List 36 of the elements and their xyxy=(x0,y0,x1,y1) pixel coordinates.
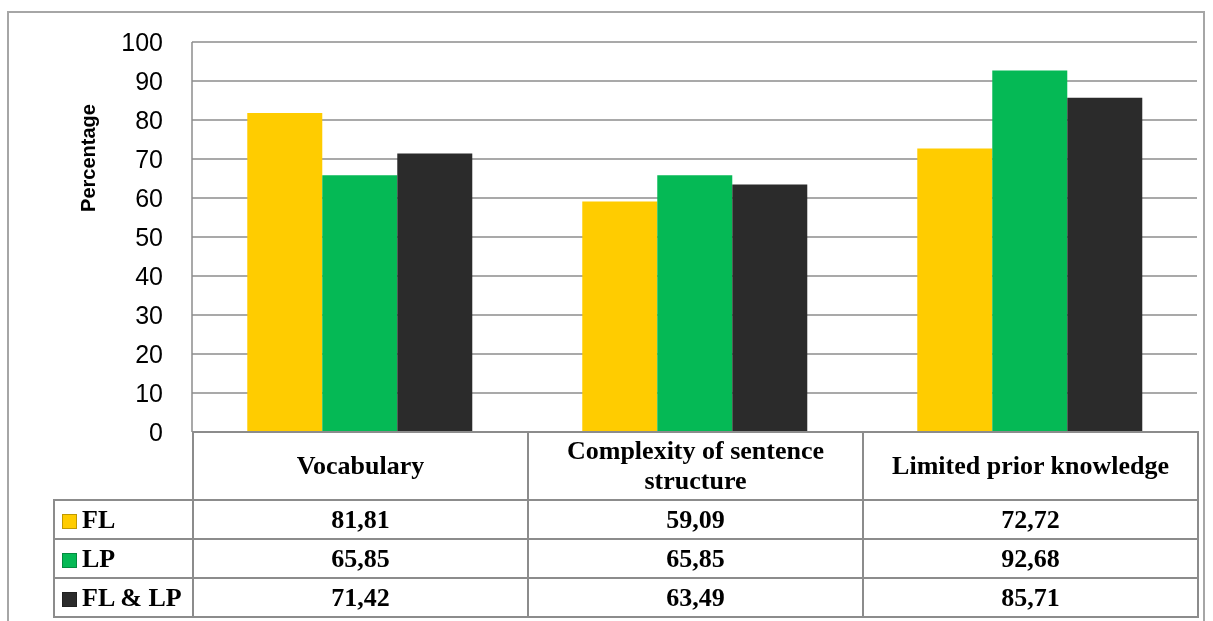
bar xyxy=(322,175,398,432)
bar xyxy=(1067,97,1143,432)
y-tick-label: 100 xyxy=(121,27,163,56)
data-label: 59,09 xyxy=(666,504,725,534)
bar xyxy=(582,201,658,432)
x-tick-label: Complexity of sentence structure xyxy=(566,436,825,495)
bar xyxy=(992,70,1068,432)
legend-label: LP xyxy=(82,543,116,573)
x-tick-label: Limited prior knowledge xyxy=(892,451,1169,481)
y-tick-label: 80 xyxy=(135,105,163,134)
y-tick-label: 20 xyxy=(135,339,163,368)
data-label: 65,85 xyxy=(666,543,725,573)
y-tick-label: 0 xyxy=(149,417,163,446)
bar xyxy=(917,148,993,432)
data-label: 81,81 xyxy=(331,504,390,534)
x-tick-label: Vocabulary xyxy=(296,451,425,481)
y-tick-label: 10 xyxy=(135,378,163,407)
y-tick-label: 40 xyxy=(135,261,163,290)
bar xyxy=(732,184,808,432)
data-label: 63,49 xyxy=(666,582,725,612)
legend-label: FL & LP xyxy=(82,582,182,612)
y-tick-label: 60 xyxy=(135,183,163,212)
bar xyxy=(397,153,473,432)
legend-label: FL xyxy=(82,504,116,534)
data-label: 85,71 xyxy=(1001,582,1060,612)
data-label: 65,85 xyxy=(331,543,390,573)
y-axis-title: Percentage xyxy=(76,104,99,212)
y-tick-label: 90 xyxy=(135,66,163,95)
data-label: 71,42 xyxy=(331,582,390,612)
y-tick-label: 50 xyxy=(135,222,163,251)
y-tick-label: 70 xyxy=(135,144,163,173)
y-tick-label: 30 xyxy=(135,300,163,329)
data-label: 72,72 xyxy=(1001,504,1060,534)
bar xyxy=(657,175,733,432)
bar xyxy=(247,112,323,432)
data-label: 92,68 xyxy=(1001,543,1060,573)
